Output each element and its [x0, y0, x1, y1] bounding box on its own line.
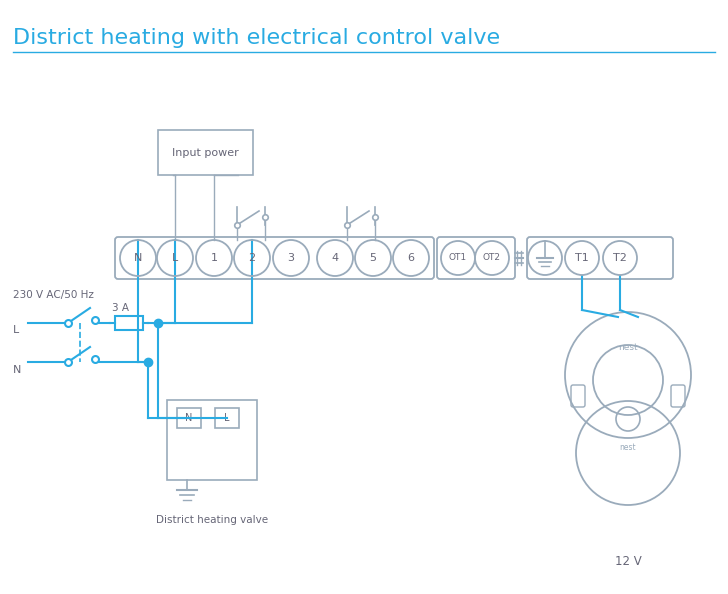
Text: District heating valve: District heating valve: [156, 515, 268, 525]
Text: L: L: [13, 325, 19, 335]
Text: 4: 4: [331, 253, 339, 263]
Bar: [215, 408, 239, 428]
Text: T1: T1: [575, 253, 589, 263]
Text: 1: 1: [210, 253, 218, 263]
Text: OT1: OT1: [449, 254, 467, 263]
Bar: [115, 316, 143, 330]
Text: N: N: [13, 365, 21, 375]
Text: Input power: Input power: [172, 147, 239, 157]
Text: 3 A: 3 A: [112, 303, 129, 313]
Text: N: N: [134, 253, 142, 263]
Text: 5: 5: [370, 253, 376, 263]
Bar: [158, 130, 253, 175]
Text: 2: 2: [248, 253, 256, 263]
Text: District heating with electrical control valve: District heating with electrical control…: [13, 28, 500, 48]
Bar: [177, 408, 201, 428]
Text: nest: nest: [620, 443, 636, 451]
Text: N: N: [186, 413, 193, 423]
Text: L: L: [224, 413, 230, 423]
Text: nest: nest: [618, 343, 638, 352]
Text: 6: 6: [408, 253, 414, 263]
Text: 3: 3: [288, 253, 295, 263]
Text: 230 V AC/50 Hz: 230 V AC/50 Hz: [13, 290, 94, 300]
Text: T2: T2: [613, 253, 627, 263]
Text: OT2: OT2: [483, 254, 501, 263]
Text: L: L: [172, 253, 178, 263]
Bar: [167, 400, 257, 480]
Text: 12 V: 12 V: [614, 555, 641, 568]
